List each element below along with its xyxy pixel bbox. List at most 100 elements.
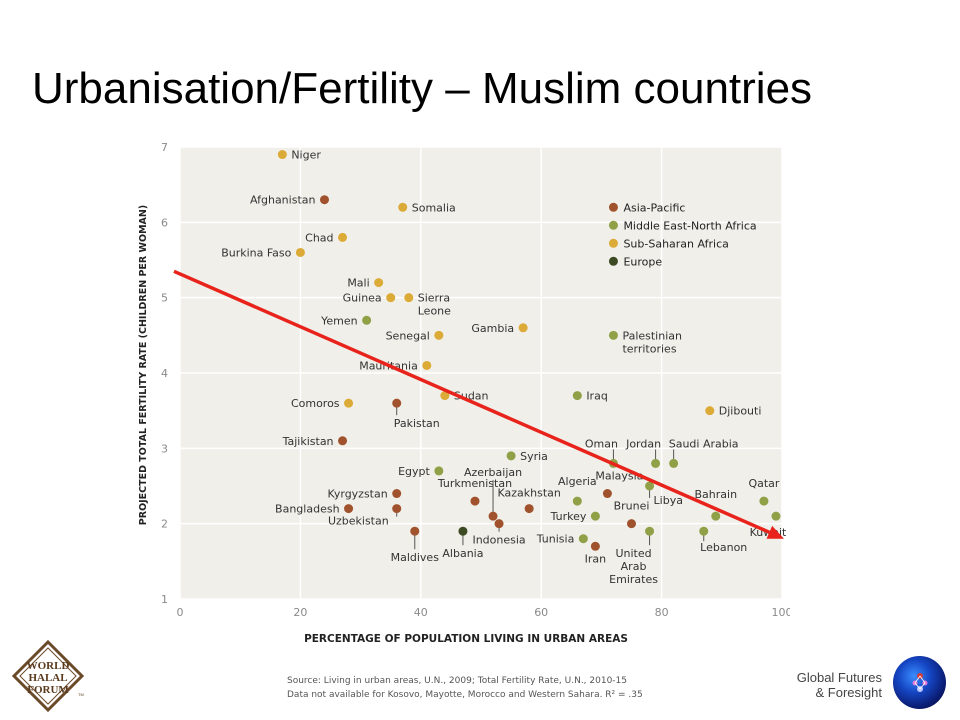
logo-trademark: TM <box>78 692 84 697</box>
brand-text: Global Futures & Foresight <box>797 670 882 700</box>
legend-label: Europe <box>623 255 662 268</box>
point-label: Sierra <box>418 292 450 305</box>
data-point <box>338 436 348 446</box>
y-tick-label: 3 <box>161 442 168 455</box>
point-label: Bahrain <box>694 488 737 501</box>
point-label: Kazakhstan <box>497 487 560 500</box>
data-point <box>374 278 384 288</box>
point-label: Djibouti <box>719 405 762 418</box>
world-halal-forum-logo: WORLD HALAL FORUM TM <box>10 639 86 717</box>
point-label: Chad <box>305 231 333 244</box>
data-point <box>759 496 769 506</box>
logo-line-halal: HALAL <box>28 672 67 684</box>
data-point <box>572 391 582 401</box>
y-tick-label: 7 <box>161 141 168 154</box>
y-axis-title: PROJECTED TOTAL FERTILITY RATE (CHILDREN… <box>138 205 149 525</box>
data-point <box>277 150 287 160</box>
point-label: Indonesia <box>472 534 525 547</box>
data-point <box>572 496 582 506</box>
data-point <box>362 315 372 325</box>
data-point <box>422 360 432 370</box>
data-point <box>524 504 534 514</box>
logo-line-world: WORLD <box>27 660 70 672</box>
point-label: Tunisia <box>536 533 575 546</box>
logo-line-forum: FORUM <box>27 684 69 696</box>
y-tick-label: 4 <box>161 367 168 380</box>
data-point <box>669 458 679 468</box>
x-tick-label: 60 <box>534 606 548 619</box>
point-label: Malaysia <box>595 470 643 483</box>
data-point <box>608 330 618 340</box>
x-tick-label: 80 <box>655 606 669 619</box>
point-label: Comoros <box>291 397 340 410</box>
y-tick-label: 5 <box>161 292 168 305</box>
data-point <box>386 293 396 303</box>
data-point <box>645 481 655 491</box>
data-point <box>295 247 305 257</box>
data-point <box>440 391 450 401</box>
point-label: Emirates <box>609 573 658 586</box>
point-label: Qatar <box>748 477 779 490</box>
point-label: Libya <box>654 494 683 507</box>
data-point <box>602 489 612 499</box>
point-label: Turkey <box>550 510 587 523</box>
data-point <box>590 541 600 551</box>
legend-marker <box>608 202 618 212</box>
point-label: Burkina Faso <box>221 246 291 259</box>
point-label: Azerbaijan <box>464 466 522 479</box>
point-label: Kyrgyzstan <box>327 488 387 501</box>
trend-arrow-head <box>766 525 784 539</box>
x-tick-label: 100 <box>772 606 791 619</box>
point-label: Leone <box>418 305 451 318</box>
point-label: Jordan <box>625 437 661 450</box>
legend-marker <box>608 220 618 230</box>
data-point <box>771 511 781 521</box>
data-point <box>488 511 498 521</box>
legend-label: Middle East-North Africa <box>623 219 756 232</box>
legend-marker <box>608 256 618 266</box>
point-label: Pakistan <box>394 417 440 430</box>
data-point <box>494 519 504 529</box>
point-label: Gambia <box>471 322 514 335</box>
point-label: Somalia <box>412 201 456 214</box>
point-label: Mali <box>347 277 369 290</box>
point-label: Saudi Arabia <box>669 437 739 450</box>
point-label: Albania <box>442 547 483 560</box>
point-label: Algeria <box>558 475 597 488</box>
x-tick-label: 0 <box>177 606 184 619</box>
data-point <box>699 526 709 536</box>
point-label: Egypt <box>398 465 430 478</box>
data-point <box>506 451 516 461</box>
point-label: Uzbekistan <box>328 515 389 528</box>
data-point <box>404 293 414 303</box>
point-label: Palestinian <box>622 329 682 342</box>
globe-logo-icon <box>893 656 946 709</box>
data-point <box>470 496 480 506</box>
data-point <box>319 195 329 205</box>
data-point <box>344 398 354 408</box>
y-tick-label: 6 <box>161 216 168 229</box>
x-tick-label: 20 <box>293 606 307 619</box>
point-label: United <box>615 547 651 560</box>
data-availability-note: Data not available for Kosovo, Mayotte, … <box>287 690 643 700</box>
point-label: Afghanistan <box>250 194 316 207</box>
point-label: Senegal <box>386 329 430 342</box>
data-point <box>410 526 420 536</box>
point-label: Iran <box>585 552 607 565</box>
point-label: Niger <box>291 149 321 162</box>
data-point <box>590 511 600 521</box>
point-label: Iraq <box>586 390 608 403</box>
point-label: Bangladesh <box>275 503 340 516</box>
data-point <box>344 504 354 514</box>
data-point <box>392 489 402 499</box>
data-point <box>434 466 444 476</box>
point-label: Maldives <box>391 551 440 564</box>
data-point <box>711 511 721 521</box>
legend-label: Asia-Pacific <box>623 201 685 214</box>
data-point <box>338 232 348 242</box>
brand-line-2: & Foresight <box>815 685 882 700</box>
slide-title: Urbanisation/Fertility – Muslim countrie… <box>32 64 813 113</box>
point-label: Tajikistan <box>282 435 334 448</box>
data-point <box>627 519 636 529</box>
point-label: Brunei <box>614 500 650 513</box>
